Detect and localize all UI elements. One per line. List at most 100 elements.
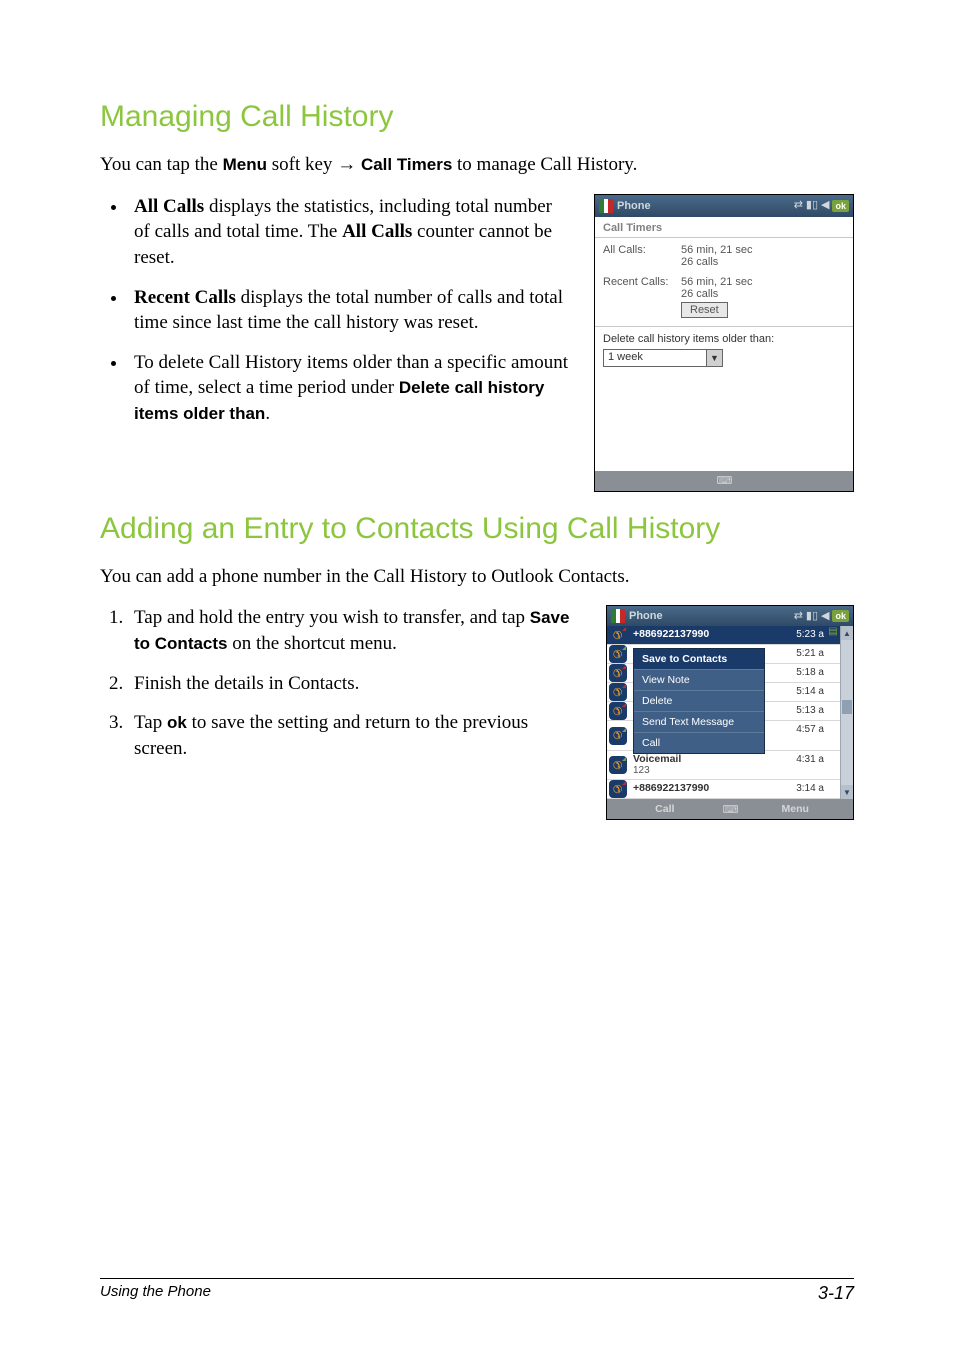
softkey-menu[interactable]: Menu [737,803,853,815]
section1-title: Managing Call History [100,100,854,134]
section1-bullets: All Calls displays the statistics, inclu… [100,194,570,427]
titlebar: Phone ⇄ ▮▯ ◀ ok [595,195,853,217]
phone-icon: ✆ [613,629,622,642]
menu-softkey-label: Menu [223,155,267,174]
ctx-call[interactable]: Call [634,732,764,753]
scroll-down-icon[interactable]: ▼ [841,785,853,799]
start-flag-icon[interactable] [611,609,625,623]
titlebar: Phone ⇄ ▮▯ ◀ ok [607,606,853,626]
softkey-bar: Call ⌨ Menu [607,799,853,819]
step3-bold: ok [167,713,187,732]
bullet-delete-older: To delete Call History items older than … [128,350,570,427]
history-row[interactable]: ✆ +886922137990 3:14 a [607,780,840,799]
section1-intro: You can tap the Menu soft key → Call Tim… [100,152,854,178]
speaker-icon: ◀ [821,200,829,211]
ok-button[interactable]: ok [832,200,849,212]
recent-calls-duration: 56 min, 21 sec [681,276,753,288]
ctx-send-text[interactable]: Send Text Message [634,711,764,732]
call-in-icon: ✆ [609,626,627,644]
titlebar-title: Phone [629,610,663,622]
phone-icon: ✆ [613,759,622,772]
all-calls-count: 26 calls [681,256,753,268]
call-in-icon: ✆ [609,664,627,682]
phone-icon: ✆ [613,648,622,661]
call-history-body: ✆ +886922137990 5:23 a ▤ ✆ 5:21 a [607,626,853,799]
context-menu[interactable]: Save to Contacts View Note Delete Send T… [633,648,765,754]
bullet2-bold: Recent Calls [134,287,236,308]
screenshot-call-timers: Phone ⇄ ▮▯ ◀ ok Call Timers All Calls: 5… [594,194,854,492]
row-time: 5:21 a [784,645,826,663]
all-calls-label: All Calls: [603,244,681,268]
row-name: +886922137990 [633,629,782,641]
delete-older-dropdown[interactable]: 1 week ▼ [603,349,723,367]
keyboard-icon[interactable]: ⌨ [723,803,738,816]
phone-icon: ✆ [613,729,622,742]
phone-icon: ✆ [613,783,622,796]
phone-icon: ✆ [613,686,622,699]
recent-calls-count: 26 calls [681,288,753,300]
bullet1-bold: All Calls [134,196,204,217]
arrow-icon: → [337,154,356,175]
row-time: 4:57 a [784,721,826,750]
ctx-save-to-contacts[interactable]: Save to Contacts [634,649,764,669]
row-time: 5:14 a [784,683,826,701]
bullet3-b: . [265,403,270,424]
row-sub: 123 [633,765,782,776]
history-row[interactable]: ✆ Voicemail 123 4:31 a [607,751,840,781]
scroll-thumb[interactable] [842,700,852,714]
step-1: Tap and hold the entry you wish to trans… [128,605,582,656]
step3-b: to save the setting and return to the pr… [134,712,528,759]
all-calls-duration: 56 min, 21 sec [681,244,753,256]
row-time: 5:23 a [784,626,826,644]
section2-title: Adding an Entry to Contacts Using Call H… [100,512,854,546]
bullet1-allcalls: All Calls [342,221,412,242]
status-icons: ⇄ ▮▯ ◀ ok [794,200,849,212]
row-time: 4:31 a [784,751,826,780]
scroll-up-icon[interactable]: ▲ [841,626,853,640]
row-name: +886922137990 [633,783,782,795]
subheader-call-timers: Call Timers [595,217,853,238]
footer-divider [100,1278,854,1279]
call-timers-label: Call Timers [361,155,452,174]
row-name: Voicemail [633,754,782,766]
ctx-view-note[interactable]: View Note [634,669,764,690]
call-in-icon: ✆ [609,683,627,701]
call-out-icon: ✆ [609,727,627,745]
start-flag-icon[interactable] [599,199,613,213]
step-3: Tap ok to save the setting and return to… [128,710,582,761]
all-calls-row: All Calls: 56 min, 21 sec 26 calls [603,244,845,268]
bullet-all-calls: All Calls displays the statistics, inclu… [128,194,570,271]
softkey-call[interactable]: Call [607,803,723,815]
history-row[interactable]: ✆ +886922137990 5:23 a ▤ [607,626,840,645]
scroll-track[interactable] [841,640,853,785]
recent-calls-label: Recent Calls: [603,276,681,318]
bullet-recent-calls: Recent Calls displays the total number o… [128,285,570,336]
reset-button[interactable]: Reset [681,302,728,318]
step1-a: Tap and hold the entry you wish to trans… [134,607,530,628]
call-out-icon: ✆ [609,645,627,663]
note-icon: ▤ [826,626,840,644]
section2-steps: Tap and hold the entry you wish to trans… [100,605,582,761]
signal-icon: ▮▯ [806,611,818,622]
signal-icon: ▮▯ [806,200,818,211]
scrollbar[interactable]: ▲ ▼ [840,626,853,799]
screenshot-call-history: Phone ⇄ ▮▯ ◀ ok ✆ +886922137990 5:2 [606,605,854,820]
dropdown-value: 1 week [604,350,706,366]
ok-button[interactable]: ok [832,610,849,622]
row-time: 5:13 a [784,702,826,720]
status-icons: ⇄ ▮▯ ◀ ok [794,610,849,622]
connectivity-icon: ⇄ [794,200,803,211]
titlebar-title: Phone [617,200,651,212]
delete-older-label: Delete call history items older than: [603,333,845,345]
page-footer: Using the Phone 3-17 [100,1278,854,1304]
phone-icon: ✆ [613,667,622,680]
chevron-down-icon[interactable]: ▼ [706,350,722,366]
speaker-icon: ◀ [821,611,829,622]
keyboard-icon[interactable]: ⌨ [717,474,732,487]
footer-left: Using the Phone [100,1283,211,1304]
ctx-delete[interactable]: Delete [634,690,764,711]
step-2: Finish the details in Contacts. [128,671,582,697]
call-out-icon: ✆ [609,756,627,774]
connectivity-icon: ⇄ [794,611,803,622]
footer-right: 3-17 [818,1283,854,1304]
